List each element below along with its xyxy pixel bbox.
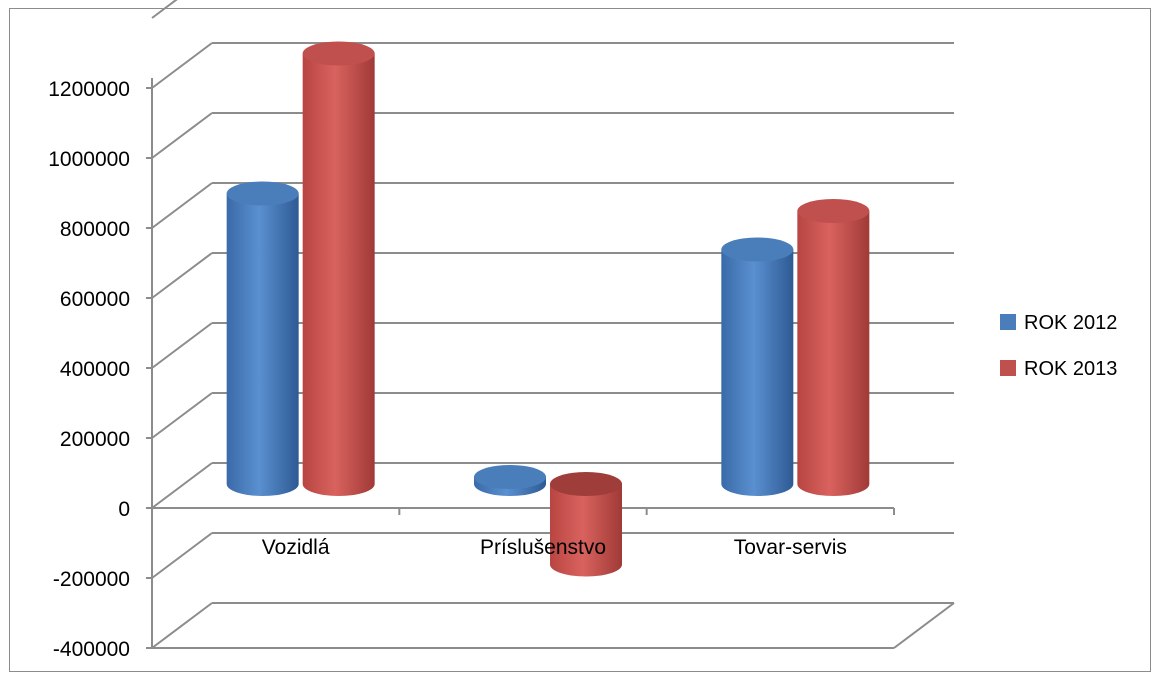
bar-rok-2012-2 bbox=[721, 237, 794, 497]
y-tick-label: 1000000 bbox=[48, 148, 130, 171]
x-category-label: Príslušenstvo bbox=[480, 536, 606, 559]
gridline-side bbox=[151, 252, 213, 299]
bar-rok-2013-1 bbox=[550, 472, 622, 577]
axis-layer bbox=[146, 78, 895, 649]
bar-body bbox=[226, 193, 299, 496]
bar-body bbox=[797, 211, 870, 497]
bar-rok-2012-1 bbox=[474, 465, 546, 496]
legend-swatch bbox=[1000, 314, 1016, 330]
bar-cap bbox=[474, 465, 546, 489]
bar-cap bbox=[302, 41, 375, 66]
y-tick-label: 0 bbox=[118, 498, 130, 521]
floor-side-edge bbox=[893, 602, 955, 649]
gridline-side bbox=[151, 112, 213, 159]
gridline-side bbox=[151, 182, 213, 229]
bar-body bbox=[302, 53, 375, 497]
gridline-side bbox=[151, 392, 213, 439]
legend: ROK 2012 ROK 2013 bbox=[1000, 312, 1117, 380]
legend-swatch bbox=[1000, 360, 1016, 376]
x-category-label: Tovar-servis bbox=[734, 536, 847, 559]
bar-rok-2013-0 bbox=[302, 41, 375, 497]
y-tick-label: 400000 bbox=[60, 358, 130, 381]
gridline-side bbox=[151, 322, 213, 369]
x-category-label: Vozidlá bbox=[262, 536, 330, 559]
bar-cap bbox=[226, 181, 299, 206]
legend-label: ROK 2013 bbox=[1024, 358, 1117, 380]
gridline-side bbox=[151, 532, 213, 579]
y-tick-label: 800000 bbox=[60, 218, 130, 241]
y-tick-label: -400000 bbox=[53, 638, 130, 661]
y-tick-label: 1200000 bbox=[48, 78, 130, 101]
bar-rok-2012-0 bbox=[226, 181, 299, 496]
bar-body bbox=[550, 484, 622, 577]
legend-label: ROK 2012 bbox=[1024, 312, 1117, 334]
y-tick-label: 600000 bbox=[60, 288, 130, 311]
gridline-side bbox=[151, 462, 213, 509]
gridline-side bbox=[151, 42, 213, 89]
bar-cap bbox=[797, 199, 870, 223]
y-tick-label: -200000 bbox=[53, 568, 130, 591]
label-layer: 1200000 1000000 800000 600000 400000 200000 0 -… bbox=[48, 78, 847, 661]
bar-cap bbox=[721, 237, 794, 262]
bar-layer bbox=[226, 41, 870, 577]
gridline-side bbox=[151, 602, 213, 649]
bar-body bbox=[721, 249, 794, 497]
y-tick-label: 200000 bbox=[60, 428, 130, 451]
bar-rok-2013-2 bbox=[797, 199, 870, 497]
gridline-side bbox=[151, 0, 178, 19]
bar-cap bbox=[550, 472, 622, 496]
